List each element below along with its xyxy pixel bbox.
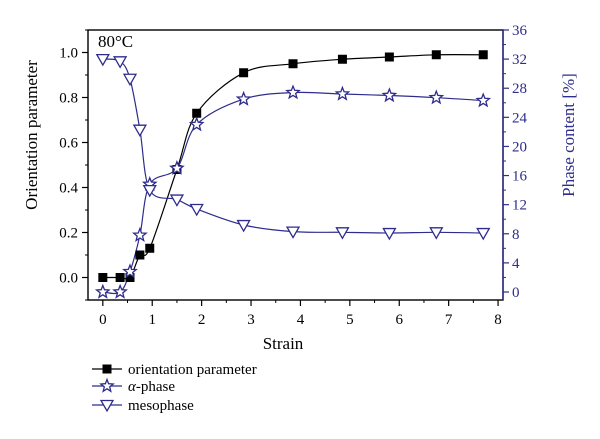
right-axis-ticks: 0 4 8 12 16 20 24 28 32 36 <box>503 23 528 301</box>
bottom-tick-label: 0 <box>99 312 107 328</box>
series-0-point <box>125 273 135 282</box>
legend-marker <box>102 364 112 374</box>
left-tick-label: 0.8 <box>59 91 78 107</box>
bottom-tick-label: 5 <box>346 312 354 328</box>
series-0-point <box>288 59 298 69</box>
series-2-point <box>285 226 301 239</box>
bottom-tick-label: 6 <box>396 312 404 328</box>
series-2-point <box>476 227 491 241</box>
series-1-point <box>168 160 185 175</box>
series-1-point <box>131 226 148 242</box>
series-0-point <box>384 52 394 62</box>
series-2-point <box>122 73 138 87</box>
right-tick-label: 4 <box>512 256 520 272</box>
series-1-point <box>381 87 398 103</box>
bottom-tick-label: 2 <box>198 312 206 328</box>
bottom-tick-label: 4 <box>297 312 305 328</box>
series-0-point <box>115 273 125 282</box>
plot-frame <box>87 29 504 301</box>
series-1-point <box>334 85 351 101</box>
series-1-point <box>428 89 445 105</box>
left-tick-label: 0.4 <box>59 181 78 197</box>
right-tick-label: 8 <box>512 227 520 243</box>
legend-marker <box>99 377 115 393</box>
series-line-1 <box>102 91 484 295</box>
series-1-point <box>188 116 205 132</box>
series-markers <box>94 50 492 299</box>
bottom-tick-label: 8 <box>494 312 502 328</box>
series-0-point <box>192 108 202 118</box>
legend-label: mesophase <box>128 398 194 414</box>
right-tick-label: 0 <box>512 285 520 301</box>
series-0-point <box>239 68 249 78</box>
series-1-point <box>475 92 492 108</box>
left-tick-label: 0.6 <box>59 136 78 152</box>
right-tick-label: 28 <box>512 81 527 97</box>
legend-label: orientation parameter <box>128 362 257 378</box>
legend-marker <box>99 399 115 413</box>
series-0-point <box>337 54 347 64</box>
series-1-point <box>112 283 128 299</box>
left-tick-label: 1.0 <box>59 46 78 62</box>
series-0-point <box>478 50 488 60</box>
left-axis-title: Orientation parameter <box>22 60 41 210</box>
right-axis-title: Phase content [%] <box>559 73 578 197</box>
right-tick-label: 12 <box>512 198 527 214</box>
series-2-point <box>189 203 204 217</box>
x-axis-title: Strain <box>263 334 304 353</box>
series-1-point <box>285 84 301 100</box>
series-2-point <box>112 56 128 69</box>
right-tick-label: 36 <box>512 23 528 39</box>
series-0-point <box>145 243 155 253</box>
left-tick-label: 0.0 <box>59 271 78 287</box>
series-2-point <box>382 227 397 241</box>
series-2-point <box>169 194 185 207</box>
series-2-point <box>132 124 147 138</box>
left-tick-label: 0.2 <box>59 226 78 242</box>
bottom-axis-ticks: 0 1 2 3 4 5 6 7 8 <box>99 300 502 328</box>
bottom-tick-label: 7 <box>445 312 453 328</box>
bottom-tick-label: 1 <box>148 312 156 328</box>
series-2-point <box>95 53 110 67</box>
series-2-point <box>236 219 251 233</box>
right-tick-label: 24 <box>512 110 528 126</box>
right-tick-label: 16 <box>512 169 528 185</box>
bottom-tick-label: 3 <box>247 312 255 328</box>
series-2-point <box>335 227 350 240</box>
series-2-point <box>429 227 444 240</box>
series-0-point <box>135 250 145 260</box>
temperature-annotation: 80°C <box>98 32 133 51</box>
series-1-point <box>94 283 111 299</box>
series-2-point <box>142 184 157 198</box>
series-0-point <box>431 50 441 60</box>
legend-label: α-phase <box>128 379 175 395</box>
series-1-point <box>122 263 138 279</box>
series-0-point <box>98 273 108 282</box>
series-1-point <box>235 90 252 106</box>
left-axis-ticks: 0.0 0.2 0.4 0.6 0.8 1.0 <box>59 29 88 301</box>
right-tick-label: 20 <box>512 139 527 155</box>
right-tick-label: 32 <box>512 52 527 68</box>
